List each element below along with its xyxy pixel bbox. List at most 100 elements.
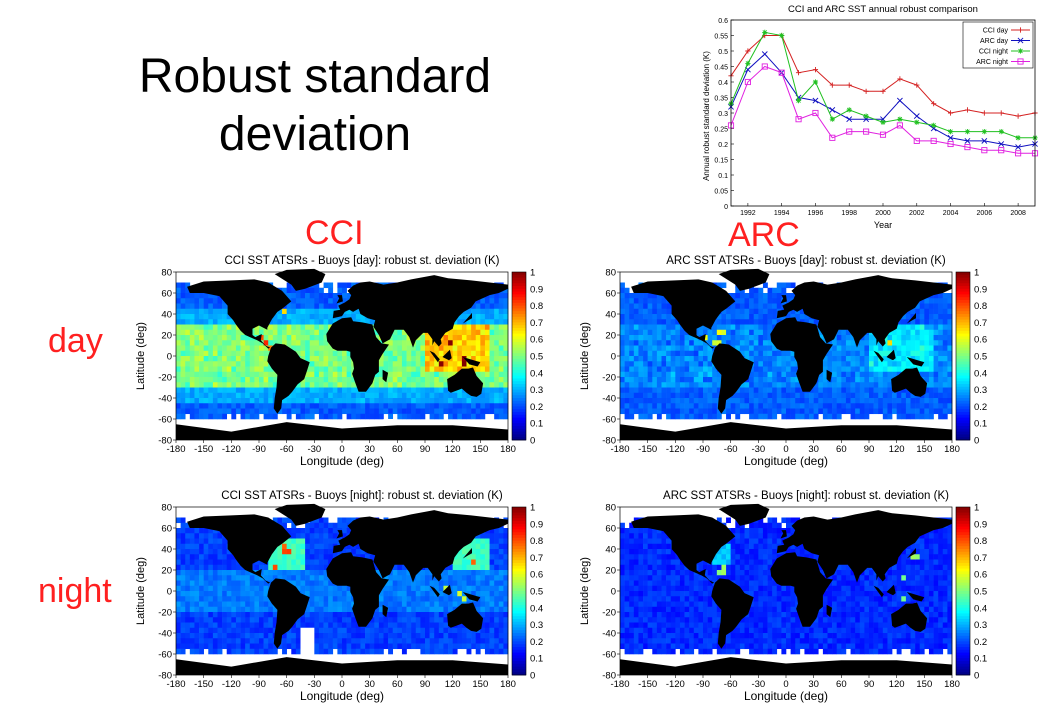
sst-cell — [235, 643, 241, 650]
sst-cell — [832, 366, 838, 373]
sst-cell — [235, 403, 241, 409]
sst-cell — [901, 345, 907, 352]
colorbar-segment — [956, 412, 970, 416]
sst-cell — [933, 314, 939, 320]
sst-cell — [249, 366, 255, 373]
series-point-1 — [964, 137, 971, 144]
x-tick-label: -120 — [666, 444, 685, 455]
sst-cell — [647, 340, 653, 346]
y-tick-label: -80 — [602, 436, 616, 447]
sst-cell — [305, 559, 311, 566]
sst-cell — [305, 606, 311, 613]
sst-cell — [461, 345, 467, 352]
sst-cell — [240, 596, 246, 602]
sst-cell — [259, 387, 264, 394]
sst-cell — [638, 382, 644, 388]
sst-cell — [259, 324, 264, 331]
sst-cell — [452, 356, 458, 362]
sst-cell — [624, 340, 630, 346]
sst-cell — [703, 356, 708, 362]
sst-cell — [790, 398, 796, 404]
sst-cell — [744, 350, 750, 357]
sst-cell — [629, 392, 635, 399]
sst-cell — [392, 408, 398, 415]
sst-cell — [208, 361, 214, 367]
sst-cell — [309, 543, 315, 550]
sst-cell — [786, 361, 791, 367]
sst-cell — [245, 356, 251, 362]
sst-cell — [342, 287, 347, 294]
sst-cell — [272, 564, 278, 571]
sst-cell — [392, 329, 398, 336]
sst-cell — [295, 617, 301, 623]
sst-cell — [503, 329, 509, 336]
sst-cell — [406, 361, 412, 367]
sst-cell — [189, 350, 195, 357]
sst-cell — [933, 382, 939, 388]
sst-cell — [735, 408, 741, 415]
sst-cell — [795, 377, 801, 383]
sst-cell — [425, 382, 430, 388]
sst-cell — [323, 627, 329, 634]
sst-cell — [896, 329, 902, 336]
sst-cell — [425, 366, 430, 373]
sst-cell — [254, 617, 260, 623]
sst-cell — [795, 392, 801, 399]
sst-cell — [933, 366, 939, 373]
sst-cell — [749, 366, 755, 373]
sst-cell — [928, 350, 934, 357]
sst-cell — [199, 543, 204, 550]
sst-cell — [217, 612, 223, 618]
sst-cell — [643, 398, 648, 404]
sst-cell — [735, 314, 741, 320]
sst-cell — [309, 398, 315, 404]
sst-cell — [342, 622, 347, 629]
sst-cell — [222, 303, 228, 310]
sst-cell — [300, 345, 306, 352]
sst-cell — [744, 314, 750, 320]
sst-cell — [309, 308, 315, 315]
sst-cell — [254, 340, 260, 346]
sst-cell — [716, 335, 722, 341]
sst-cell — [790, 377, 796, 383]
sst-cell — [896, 356, 902, 362]
sst-cell — [203, 324, 209, 331]
sst-cell — [832, 371, 838, 378]
sst-cell — [300, 408, 306, 415]
sst-cell — [684, 392, 690, 399]
sst-cell — [351, 408, 357, 415]
sst-cell — [185, 591, 191, 597]
sst-cell — [208, 398, 214, 404]
sst-cell — [217, 638, 223, 644]
sst-cell — [638, 298, 644, 304]
sst-cell — [679, 361, 685, 367]
sst-cell — [231, 398, 237, 404]
sst-cell — [176, 570, 181, 576]
sst-cell — [896, 361, 902, 367]
sst-cell — [323, 538, 329, 545]
sst-cell — [647, 293, 653, 299]
sst-cell — [675, 366, 681, 373]
sst-cell — [647, 413, 653, 420]
sst-cell — [739, 329, 745, 336]
sst-cell — [896, 392, 902, 399]
sst-cell — [397, 392, 403, 399]
sst-cell — [194, 335, 200, 341]
sst-cell — [767, 403, 773, 409]
colorbar-segment — [512, 274, 526, 278]
sst-cell — [698, 382, 704, 388]
sst-cell — [461, 314, 467, 320]
sst-cell — [947, 377, 953, 383]
sst-cell — [309, 366, 315, 373]
sst-cell — [790, 413, 796, 420]
sst-cell — [841, 361, 847, 367]
sst-cell — [314, 638, 320, 644]
sst-cell — [730, 335, 736, 341]
sst-cell — [235, 392, 241, 399]
sst-cell — [328, 287, 334, 294]
sst-cell — [910, 361, 916, 367]
sst-cell — [947, 366, 953, 373]
sst-cell — [790, 366, 796, 373]
sst-cell — [827, 366, 833, 373]
sst-cell — [624, 324, 630, 331]
